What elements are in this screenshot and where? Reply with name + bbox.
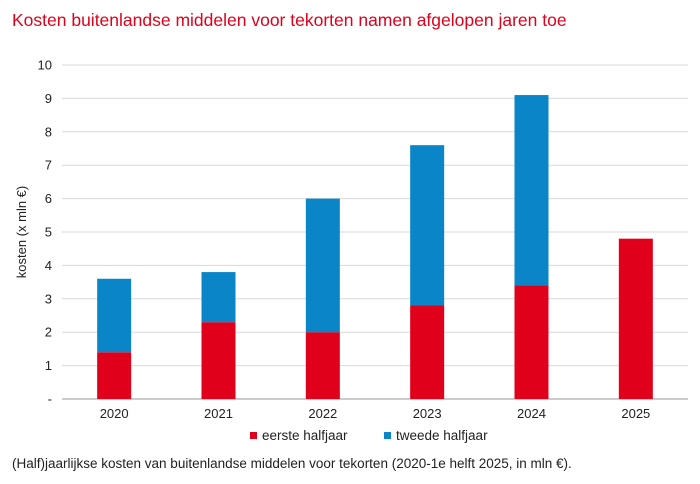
- y-axis-label: kosten (x mln €): [14, 186, 29, 278]
- x-tick-label: 2020: [100, 406, 129, 421]
- x-tick-label: 2023: [413, 406, 442, 421]
- y-tick-label: 8: [45, 124, 52, 139]
- y-tick-label: 10: [38, 58, 52, 73]
- x-tick-label: 2021: [204, 406, 233, 421]
- y-tick-label: 6: [45, 191, 52, 206]
- bar-tweede-halfjaar-2022: [305, 198, 340, 333]
- legend-swatch: [250, 432, 257, 439]
- stacked-bar-chart: - 1 2 3 4 5 6 7 8 9 10 2020 2021 2022 2023 2024 2025 ko…: [14, 58, 688, 443]
- legend-label: eerste halfjaar: [262, 428, 348, 443]
- legend-swatch: [384, 432, 391, 439]
- chart-title: Kosten buitenlandse middelen voor tekort…: [12, 10, 567, 30]
- x-tick-label: 2025: [621, 406, 650, 421]
- chart-caption: (Half)jaarlijkse kosten van buitenlandse…: [12, 456, 572, 471]
- y-axis-ticks: - 1 2 3 4 5 6 7 8 9 10: [38, 58, 52, 407]
- gridlines: [62, 64, 688, 400]
- bar-tweede-halfjaar-2023: [410, 145, 445, 306]
- x-tick-label: 2024: [517, 406, 546, 421]
- bar-tweede-halfjaar-2020: [97, 278, 132, 353]
- bar-tweede-halfjaar-2024: [514, 95, 549, 286]
- bar-eerste-halfjaar-2021: [201, 322, 236, 399]
- legend: eerste halfjaar tweede halfjaar: [250, 428, 488, 443]
- y-tick-label: 2: [45, 325, 52, 340]
- bar-eerste-halfjaar-2025: [618, 238, 653, 399]
- y-tick-label: -: [48, 392, 52, 407]
- bar-eerste-halfjaar-2023: [410, 305, 445, 399]
- bar-eerste-halfjaar-2022: [305, 332, 340, 399]
- bar-eerste-halfjaar-2024: [514, 285, 549, 399]
- y-tick-label: 9: [45, 91, 52, 106]
- bar-tweede-halfjaar-2021: [201, 272, 236, 323]
- bars: [97, 95, 653, 399]
- y-tick-label: 7: [45, 158, 52, 173]
- x-tick-label: 2022: [308, 406, 337, 421]
- legend-label: tweede halfjaar: [396, 428, 488, 443]
- bar-eerste-halfjaar-2020: [97, 352, 132, 399]
- x-axis-ticks: 2020 2021 2022 2023 2024 2025: [100, 406, 651, 421]
- y-tick-label: 3: [45, 291, 52, 306]
- y-tick-label: 4: [45, 258, 52, 273]
- y-tick-label: 5: [45, 225, 52, 240]
- y-tick-label: 1: [45, 358, 52, 373]
